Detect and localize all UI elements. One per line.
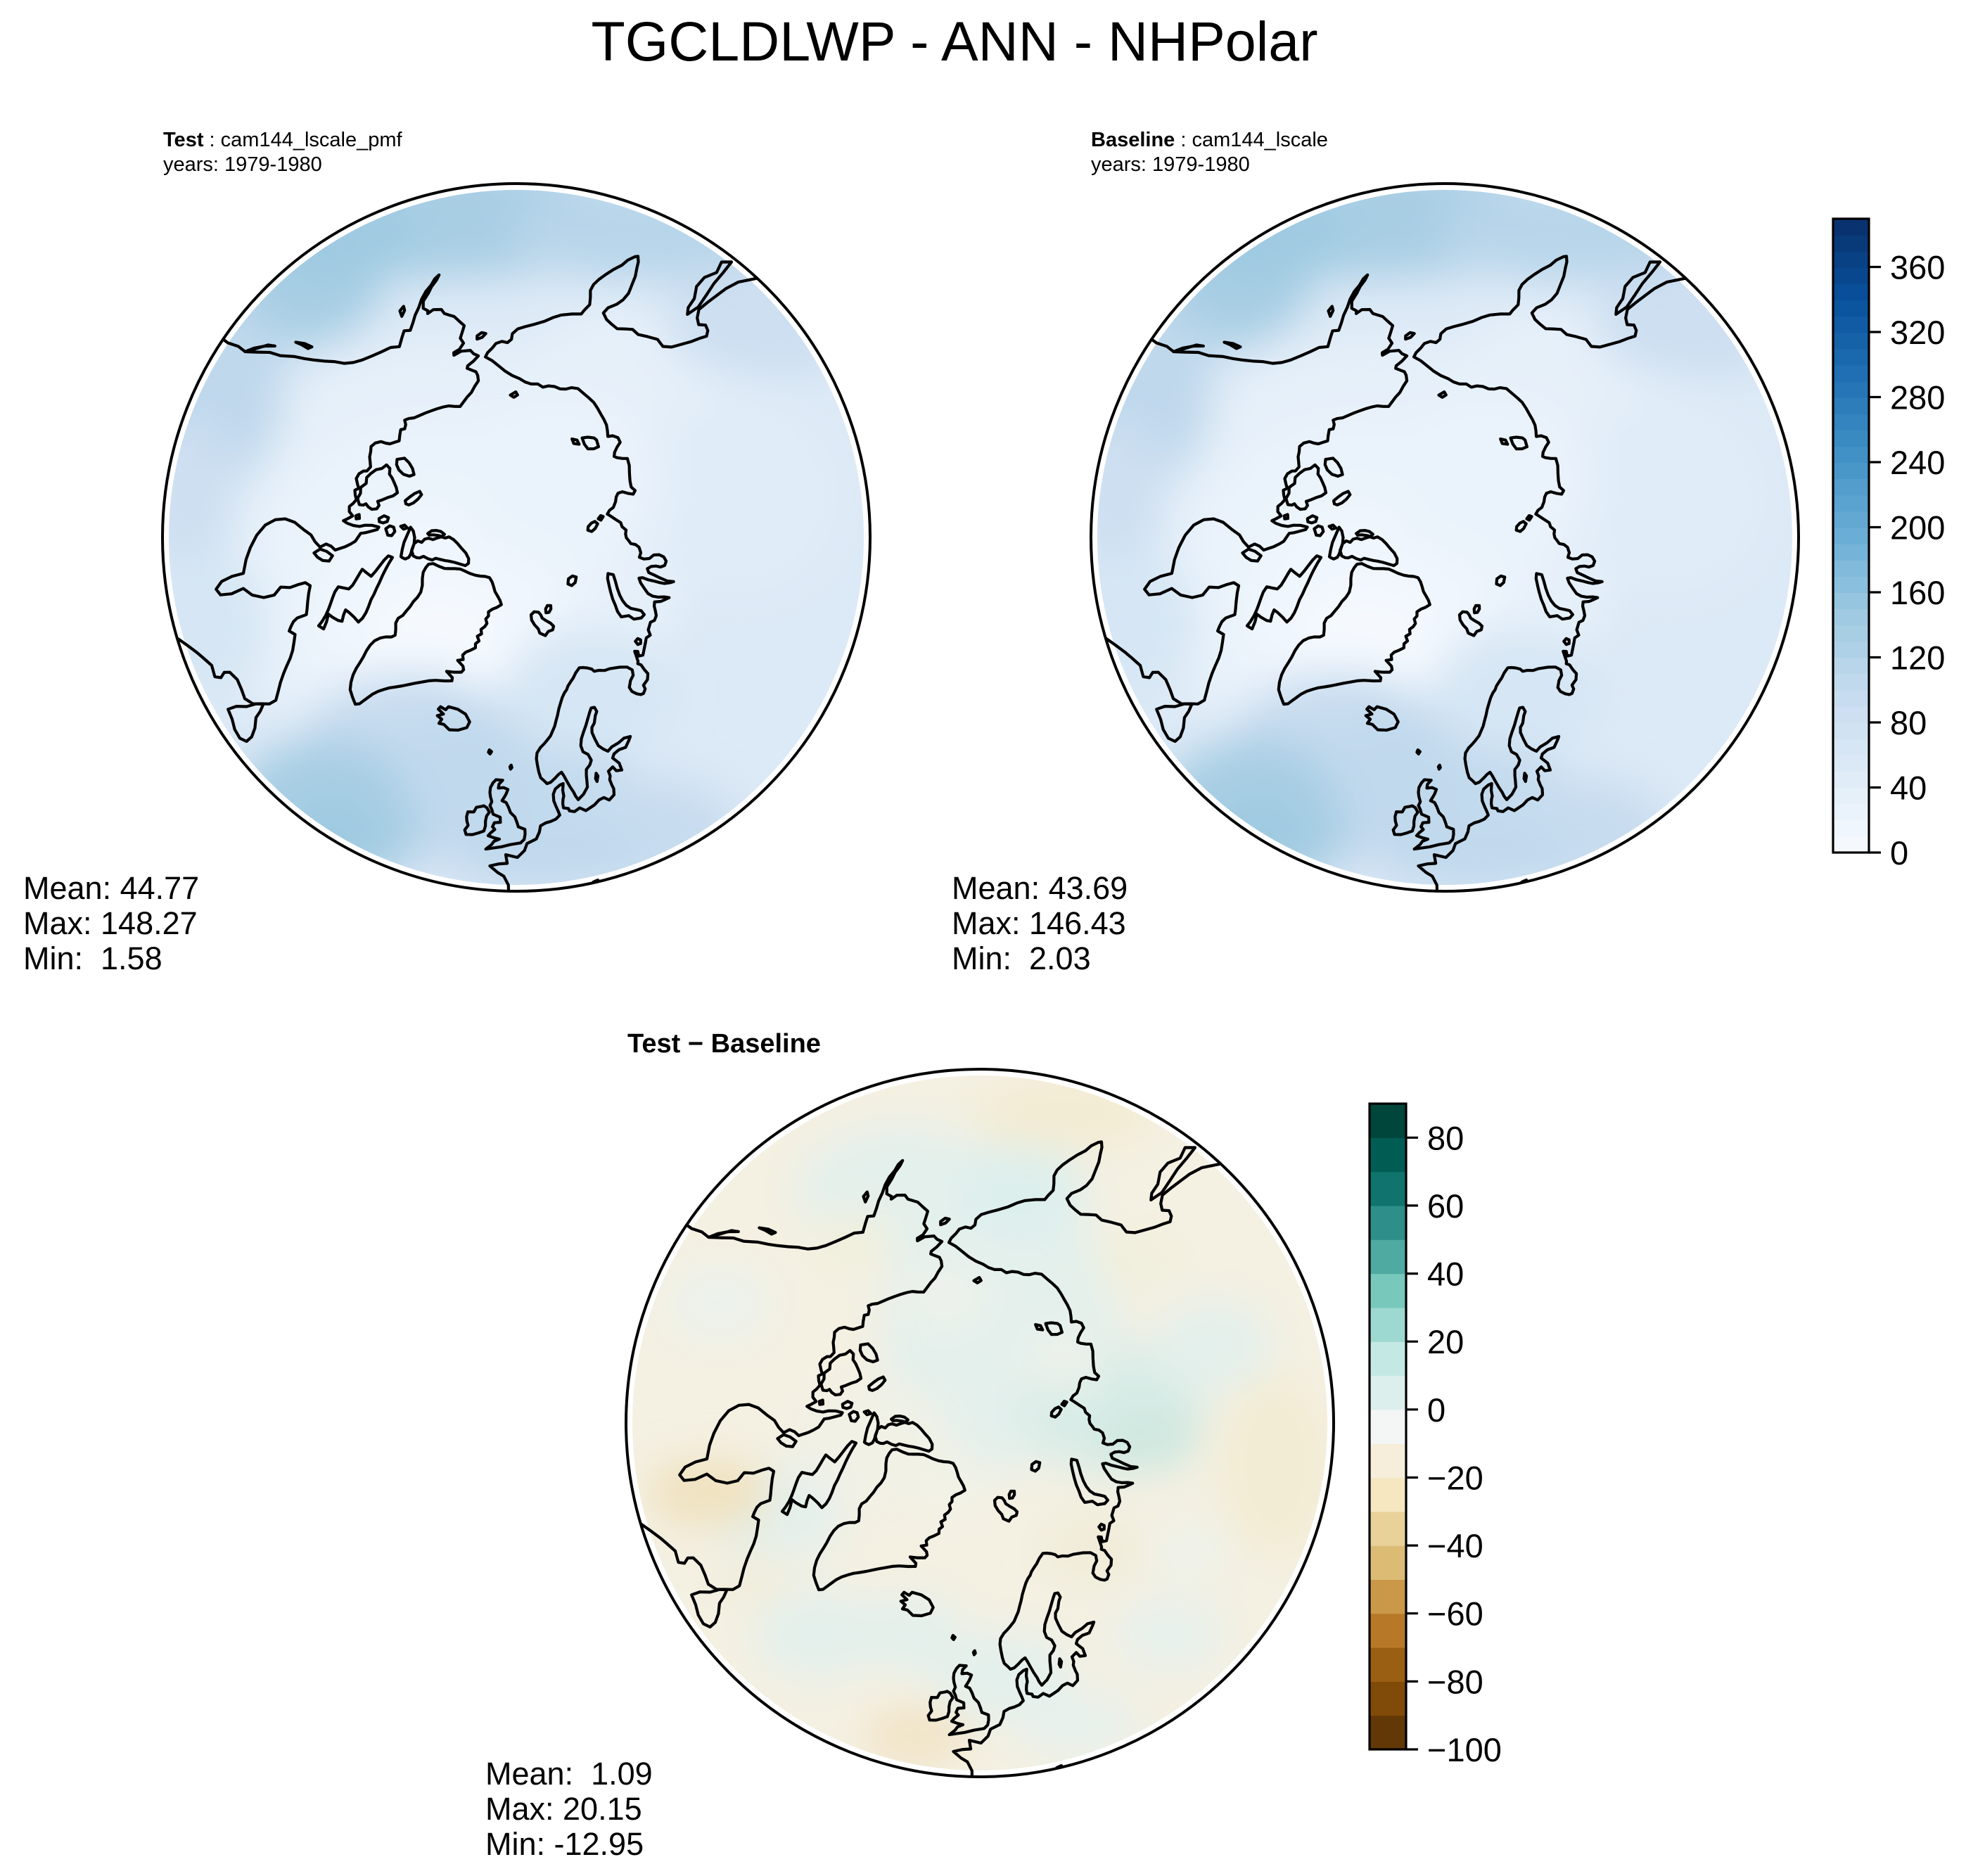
svg-text:−40: −40 [1427,1527,1483,1564]
svg-text:Mean: 43.69: Mean: 43.69 [952,870,1128,906]
svg-text:240: 240 [1890,444,1945,481]
svg-text:Min: -12.95: Min: -12.95 [485,1826,644,1862]
svg-text:360: 360 [1890,249,1945,286]
svg-text:Min: 1.58: Min: 1.58 [23,940,162,976]
svg-text:years: 1979-1980: years: 1979-1980 [163,153,322,176]
svg-text:Min: 2.03: Min: 2.03 [952,940,1091,976]
svg-text:60: 60 [1427,1187,1464,1225]
svg-text:years: 1979-1980: years: 1979-1980 [1091,153,1250,176]
svg-text:80: 80 [1890,704,1927,741]
svg-text:Max: 20.15: Max: 20.15 [485,1791,642,1827]
svg-text:Test : cam144_lscale_pmf: Test : cam144_lscale_pmf [163,129,403,151]
svg-text:TGCLDLWP - ANN - NHPolar: TGCLDLWP - ANN - NHPolar [591,10,1317,72]
svg-text:−100: −100 [1427,1731,1502,1768]
svg-text:40: 40 [1427,1256,1464,1293]
svg-text:−80: −80 [1427,1663,1483,1700]
svg-text:40: 40 [1890,770,1927,807]
svg-text:120: 120 [1890,639,1945,677]
svg-text:Mean: 44.77: Mean: 44.77 [23,870,199,906]
svg-text:20: 20 [1427,1323,1464,1360]
svg-text:200: 200 [1890,509,1945,547]
svg-text:Max: 148.27: Max: 148.27 [23,905,198,941]
svg-text:Baseline : cam144_lscale: Baseline : cam144_lscale [1091,129,1328,151]
svg-text:320: 320 [1890,314,1945,351]
svg-text:0: 0 [1427,1391,1445,1429]
svg-text:−60: −60 [1427,1595,1483,1633]
svg-text:Max: 146.43: Max: 146.43 [952,905,1126,941]
svg-text:80: 80 [1427,1119,1464,1156]
svg-text:Test − Baseline: Test − Baseline [627,1029,821,1059]
svg-text:160: 160 [1890,574,1945,611]
svg-text:280: 280 [1890,379,1945,416]
svg-text:0: 0 [1890,834,1908,872]
svg-text:−20: −20 [1427,1460,1483,1497]
svg-text:Mean: 1.09: Mean: 1.09 [485,1756,653,1792]
